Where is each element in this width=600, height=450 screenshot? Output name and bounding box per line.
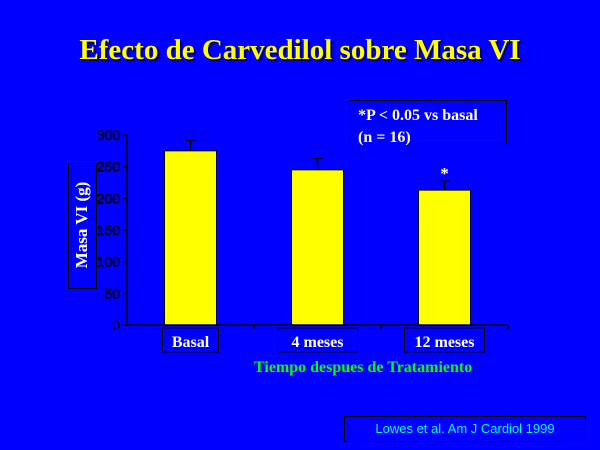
y-tick-label: 150 <box>97 222 121 238</box>
category-label: 12 meses <box>415 334 475 351</box>
category-label-frame <box>162 327 219 353</box>
y-tick-label: 300 <box>97 127 121 143</box>
bar-basal <box>164 150 217 326</box>
x-axis-label: Tiempo despues de Tratamiento <box>254 359 473 376</box>
y-tick-label: 0 <box>112 317 120 333</box>
y-tick-label: 50 <box>104 285 120 301</box>
category-label: 4 meses <box>292 334 344 351</box>
category-label-frame <box>277 327 358 353</box>
category-label-frame <box>404 327 485 353</box>
y-axis-label-frame <box>68 163 97 289</box>
y-tick-label: 250 <box>97 159 121 175</box>
significance-note-line2: (n = 16) <box>358 129 411 146</box>
significance-star: * <box>440 164 449 183</box>
bar-12-meses <box>418 189 471 326</box>
y-tick-label: 200 <box>97 190 121 206</box>
bar-4-meses <box>291 169 344 326</box>
significance-note: *P < 0.05 vs basal (n = 16) <box>349 100 507 146</box>
y-axis: 0 50 100 150 200 250 300 <box>96 127 128 333</box>
source-citation: Lowes et al. Am J Cardiol 1999 <box>344 416 586 442</box>
x-axis: Basal 4 meses 12 meses <box>127 324 509 353</box>
bars: * <box>164 139 471 326</box>
slide-title: Efecto de Carvedilol sobre Masa VI <box>79 34 521 66</box>
significance-note-line1: *P < 0.05 vs basal <box>358 107 478 124</box>
category-label: Basal <box>172 334 210 351</box>
y-tick-label: 100 <box>97 254 121 270</box>
